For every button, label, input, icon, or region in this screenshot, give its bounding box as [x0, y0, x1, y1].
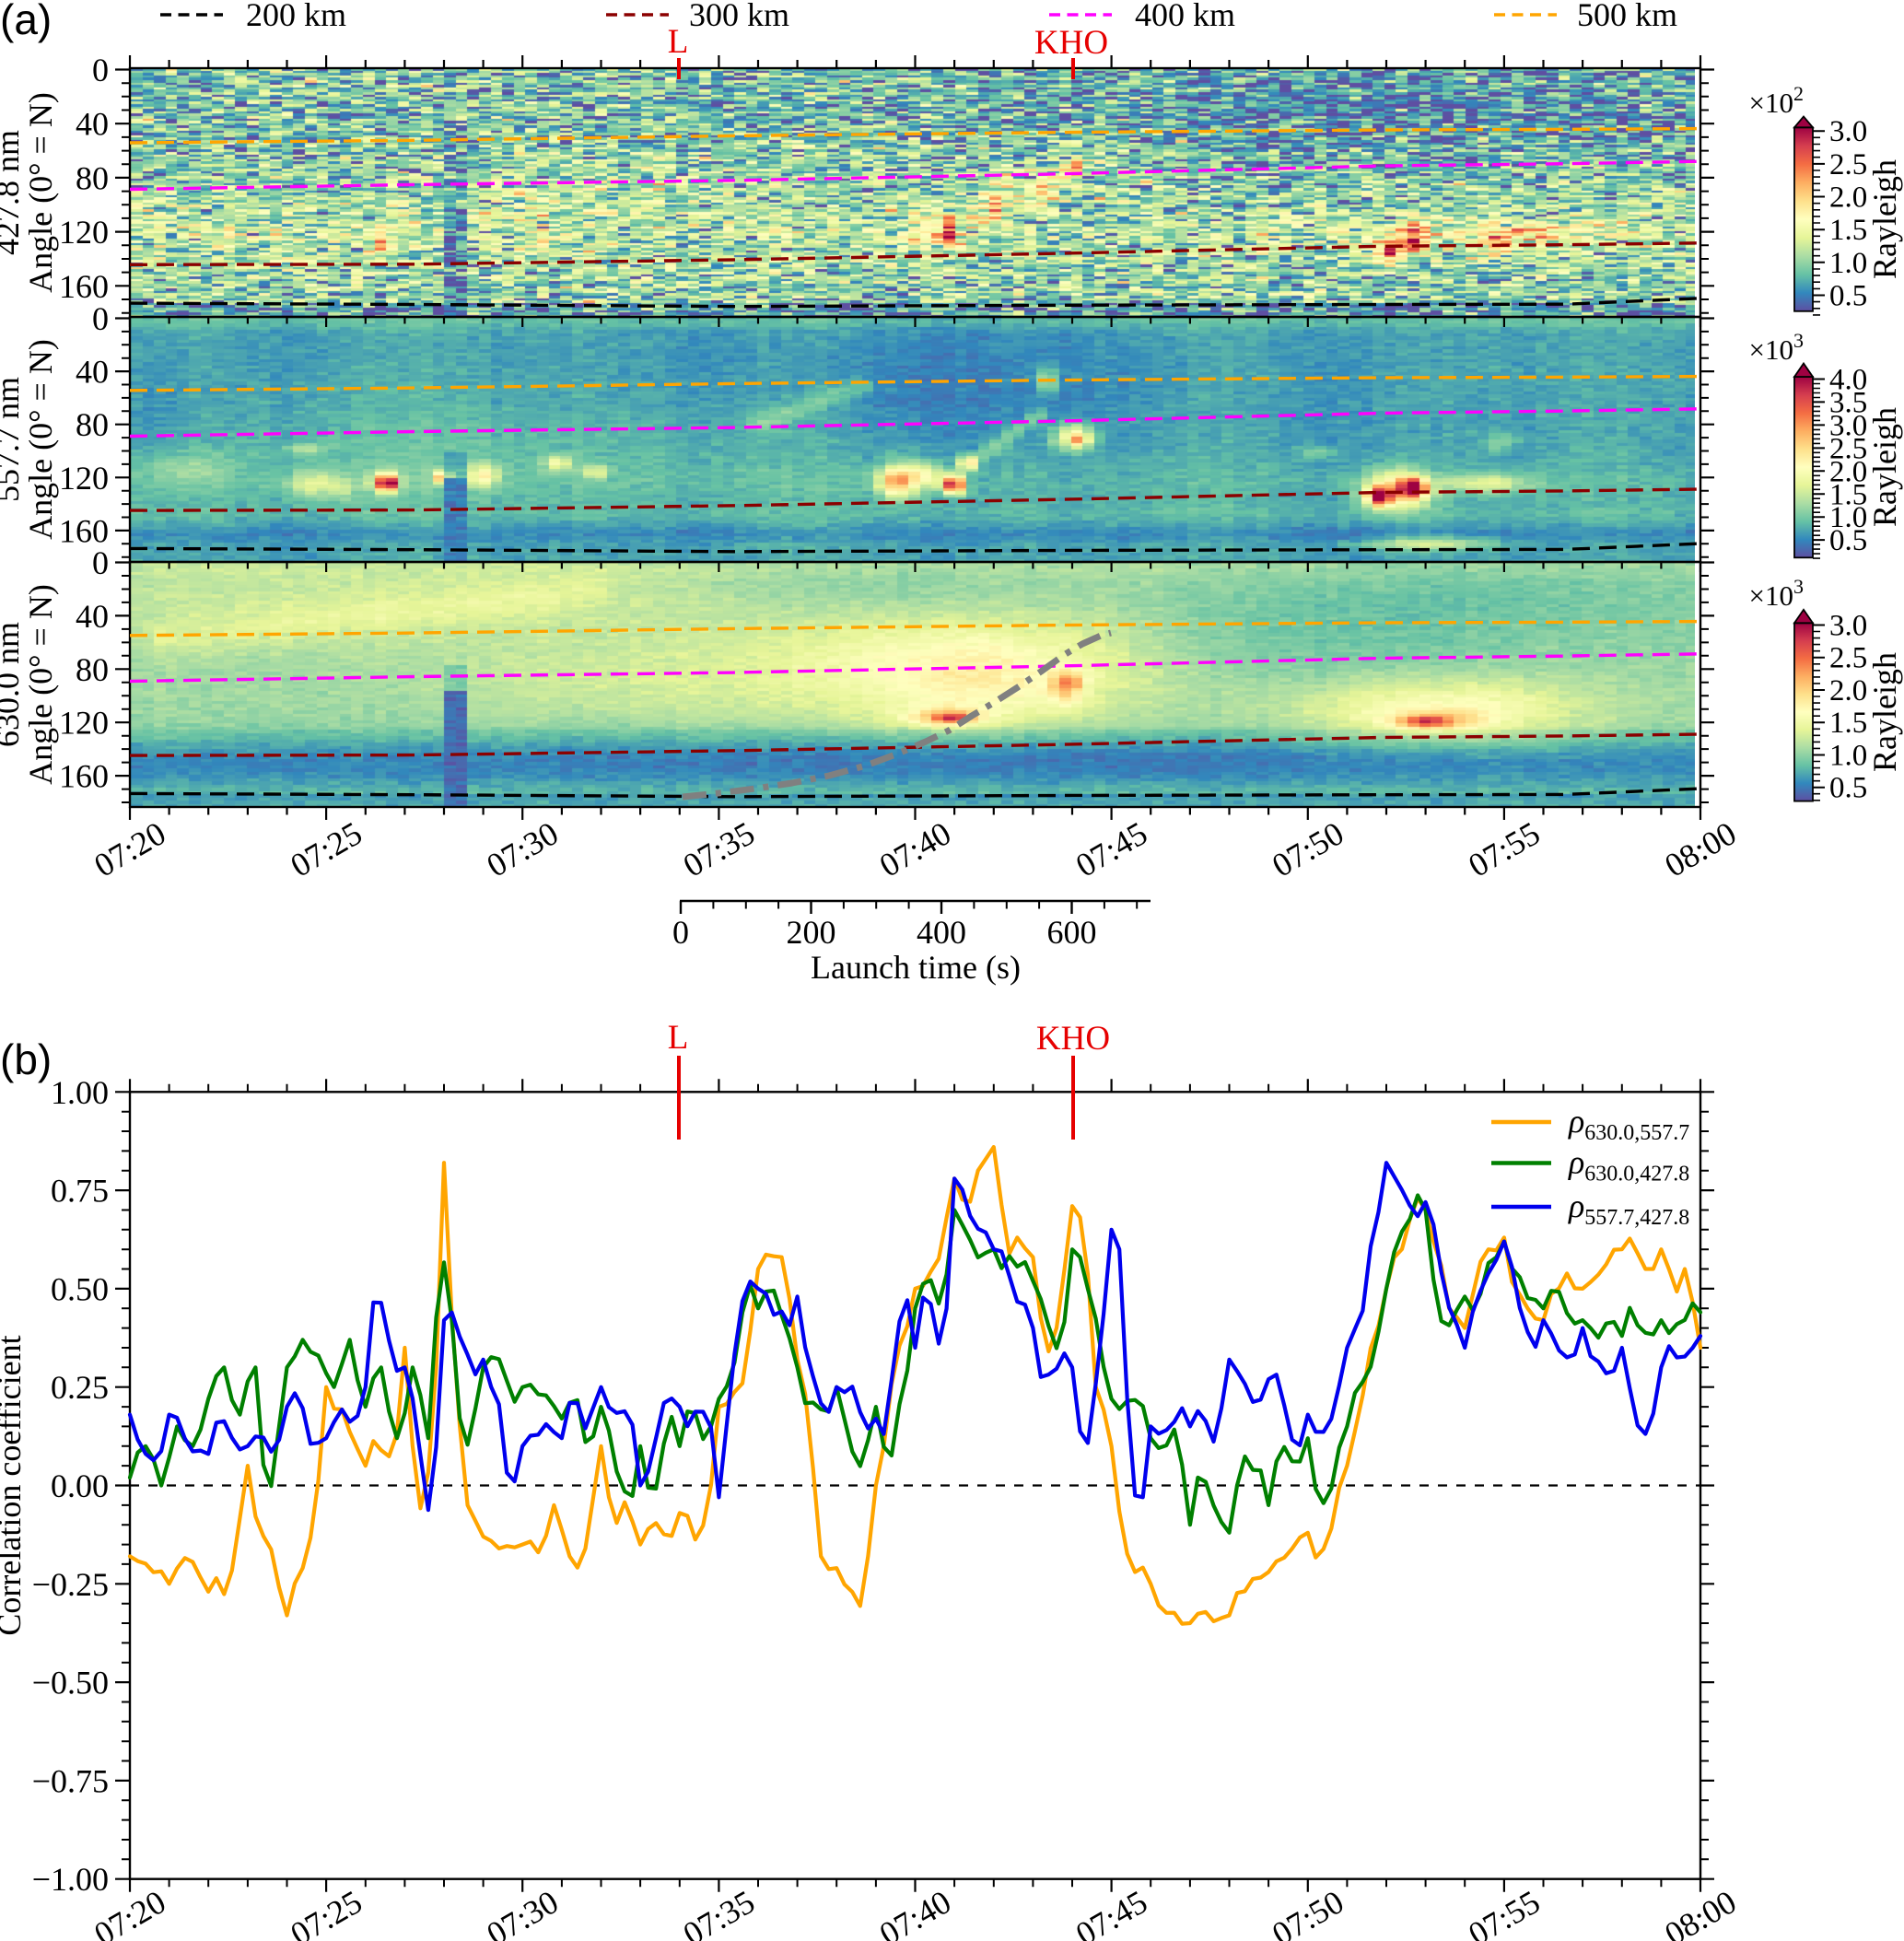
svg-text:2.5: 2.5 [1829, 642, 1867, 675]
svg-text:4.0: 4.0 [1829, 364, 1867, 397]
svg-text:ρ630.0,427.8: ρ630.0,427.8 [1568, 1144, 1689, 1187]
svg-text:1.5: 1.5 [1829, 214, 1867, 247]
svg-text:L: L [668, 23, 689, 61]
svg-text:1.0: 1.0 [1829, 501, 1867, 534]
svg-text:3.5: 3.5 [1829, 386, 1867, 419]
svg-text:40: 40 [76, 598, 109, 635]
svg-text:Rayleigh: Rayleigh [1866, 159, 1903, 279]
svg-text:07:35: 07:35 [677, 814, 761, 884]
svg-text:0: 0 [672, 914, 689, 951]
svg-text:07:50: 07:50 [1266, 814, 1349, 884]
svg-text:0.00: 0.00 [51, 1467, 109, 1504]
svg-text:KHO: KHO [1034, 24, 1108, 62]
svg-text:1.5: 1.5 [1829, 707, 1867, 740]
svg-text:1.00: 1.00 [51, 1074, 109, 1111]
svg-text:0.5: 0.5 [1829, 524, 1867, 557]
svg-text:500 km: 500 km [1577, 0, 1677, 33]
svg-text:200: 200 [787, 914, 836, 951]
svg-text:2.0: 2.0 [1829, 455, 1867, 488]
svg-text:80: 80 [76, 406, 109, 443]
svg-text:400: 400 [917, 914, 966, 951]
svg-text:Angle (0° = N): Angle (0° = N) [22, 92, 59, 293]
svg-text:1.0: 1.0 [1829, 247, 1867, 280]
svg-text:Rayleigh: Rayleigh [1866, 652, 1903, 772]
svg-text:630.0 nm: 630.0 nm [0, 622, 26, 747]
svg-text:0.50: 0.50 [51, 1270, 109, 1307]
svg-text:(b): (b) [0, 1035, 52, 1083]
svg-text:40: 40 [76, 354, 109, 391]
svg-text:427.8 nm: 427.8 nm [0, 130, 26, 255]
svg-text:160: 160 [59, 512, 109, 549]
svg-text:−0.25: −0.25 [32, 1566, 109, 1603]
svg-text:0.5: 0.5 [1829, 280, 1867, 313]
svg-text:−1.00: −1.00 [32, 1861, 109, 1898]
svg-text:−0.50: −0.50 [32, 1665, 109, 1701]
svg-text:07:25: 07:25 [285, 814, 368, 884]
svg-text:3.0: 3.0 [1829, 409, 1867, 442]
svg-text:07:40: 07:40 [873, 814, 957, 884]
svg-text:×103: ×103 [1749, 575, 1804, 612]
svg-text:3.0: 3.0 [1829, 610, 1867, 643]
svg-text:557.7 nm: 557.7 nm [0, 377, 26, 502]
svg-text:120: 120 [59, 705, 109, 742]
svg-text:160: 160 [59, 758, 109, 795]
svg-text:(a): (a) [0, 0, 52, 43]
svg-text:08:00: 08:00 [1658, 814, 1742, 884]
svg-text:120: 120 [59, 214, 109, 251]
svg-text:600: 600 [1047, 914, 1097, 951]
svg-text:Angle (0° = N): Angle (0° = N) [22, 584, 59, 785]
svg-text:0: 0 [92, 300, 109, 337]
svg-text:07:45: 07:45 [1069, 814, 1153, 884]
svg-text:0.5: 0.5 [1829, 772, 1867, 805]
svg-text:07:55: 07:55 [1462, 814, 1546, 884]
svg-text:07:30: 07:30 [481, 814, 565, 884]
svg-text:0: 0 [92, 52, 109, 88]
svg-text:Angle (0° = N): Angle (0° = N) [22, 339, 59, 540]
svg-text:Correlation coefficient: Correlation coefficient [0, 1335, 28, 1635]
svg-text:160: 160 [59, 268, 109, 305]
svg-text:80: 80 [76, 651, 109, 688]
svg-text:300 km: 300 km [689, 0, 789, 33]
svg-text:−0.75: −0.75 [32, 1762, 109, 1799]
svg-text:40: 40 [76, 106, 109, 143]
svg-text:2.5: 2.5 [1829, 432, 1867, 465]
svg-text:×103: ×103 [1749, 329, 1804, 366]
svg-text:ρ630.0,557.7: ρ630.0,557.7 [1568, 1103, 1689, 1145]
svg-text:3.0: 3.0 [1829, 115, 1867, 148]
svg-text:1.5: 1.5 [1829, 478, 1867, 511]
svg-text:120: 120 [59, 460, 109, 497]
svg-text:2.0: 2.0 [1829, 674, 1867, 707]
svg-text:2.0: 2.0 [1829, 181, 1867, 215]
svg-text:2.5: 2.5 [1829, 148, 1867, 181]
svg-text:ρ557.7,427.8: ρ557.7,427.8 [1568, 1187, 1689, 1230]
svg-text:×102: ×102 [1749, 82, 1804, 119]
svg-text:Rayleigh: Rayleigh [1866, 407, 1903, 527]
svg-text:1.0: 1.0 [1829, 739, 1867, 772]
svg-text:200 km: 200 km [246, 0, 346, 33]
svg-text:0.25: 0.25 [51, 1369, 109, 1406]
svg-text:400 km: 400 km [1135, 0, 1235, 33]
svg-text:L: L [668, 1019, 689, 1057]
svg-text:Launch time (s): Launch time (s) [811, 949, 1021, 986]
svg-text:07:20: 07:20 [88, 814, 171, 884]
svg-text:0.75: 0.75 [51, 1173, 109, 1210]
svg-text:KHO: KHO [1036, 1020, 1110, 1058]
svg-text:80: 80 [76, 159, 109, 196]
svg-text:0: 0 [92, 544, 109, 581]
